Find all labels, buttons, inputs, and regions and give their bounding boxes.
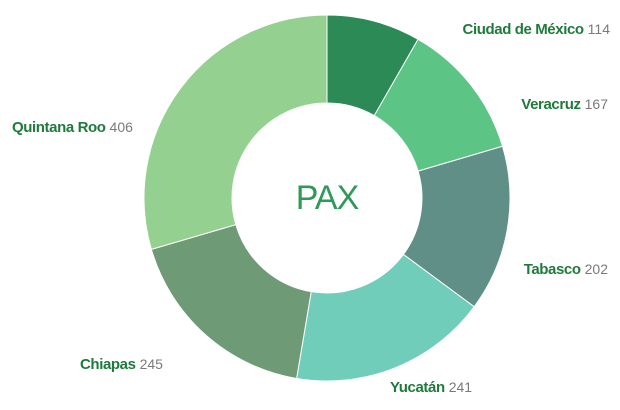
- slice-label: Yucatán 241: [390, 379, 472, 396]
- value-label: 406: [110, 119, 134, 135]
- slice-label: Tabasco 202: [524, 261, 609, 278]
- category-name: Ciudad de México: [463, 21, 584, 38]
- value-label: 245: [140, 356, 164, 372]
- category-name: Veracruz: [521, 96, 580, 113]
- slice-label: Ciudad de México 114: [463, 21, 611, 38]
- category-name: Tabasco: [524, 261, 581, 278]
- value-label: 114: [588, 21, 611, 37]
- value-label: 167: [585, 96, 609, 112]
- slice-label: Veracruz 167: [521, 96, 608, 113]
- slice-label: Chiapas 245: [80, 356, 163, 373]
- category-name: Yucatán: [390, 379, 445, 396]
- slice: [150, 224, 312, 380]
- center-label: PAX: [296, 179, 359, 217]
- value-label: 202: [585, 261, 609, 277]
- value-label: 241: [449, 379, 473, 395]
- slice: [296, 253, 475, 382]
- category-name: Chiapas: [80, 356, 136, 373]
- category-name: Quintana Roo: [12, 119, 106, 136]
- slice: [143, 14, 328, 250]
- slice-label: Quintana Roo 406: [12, 119, 133, 136]
